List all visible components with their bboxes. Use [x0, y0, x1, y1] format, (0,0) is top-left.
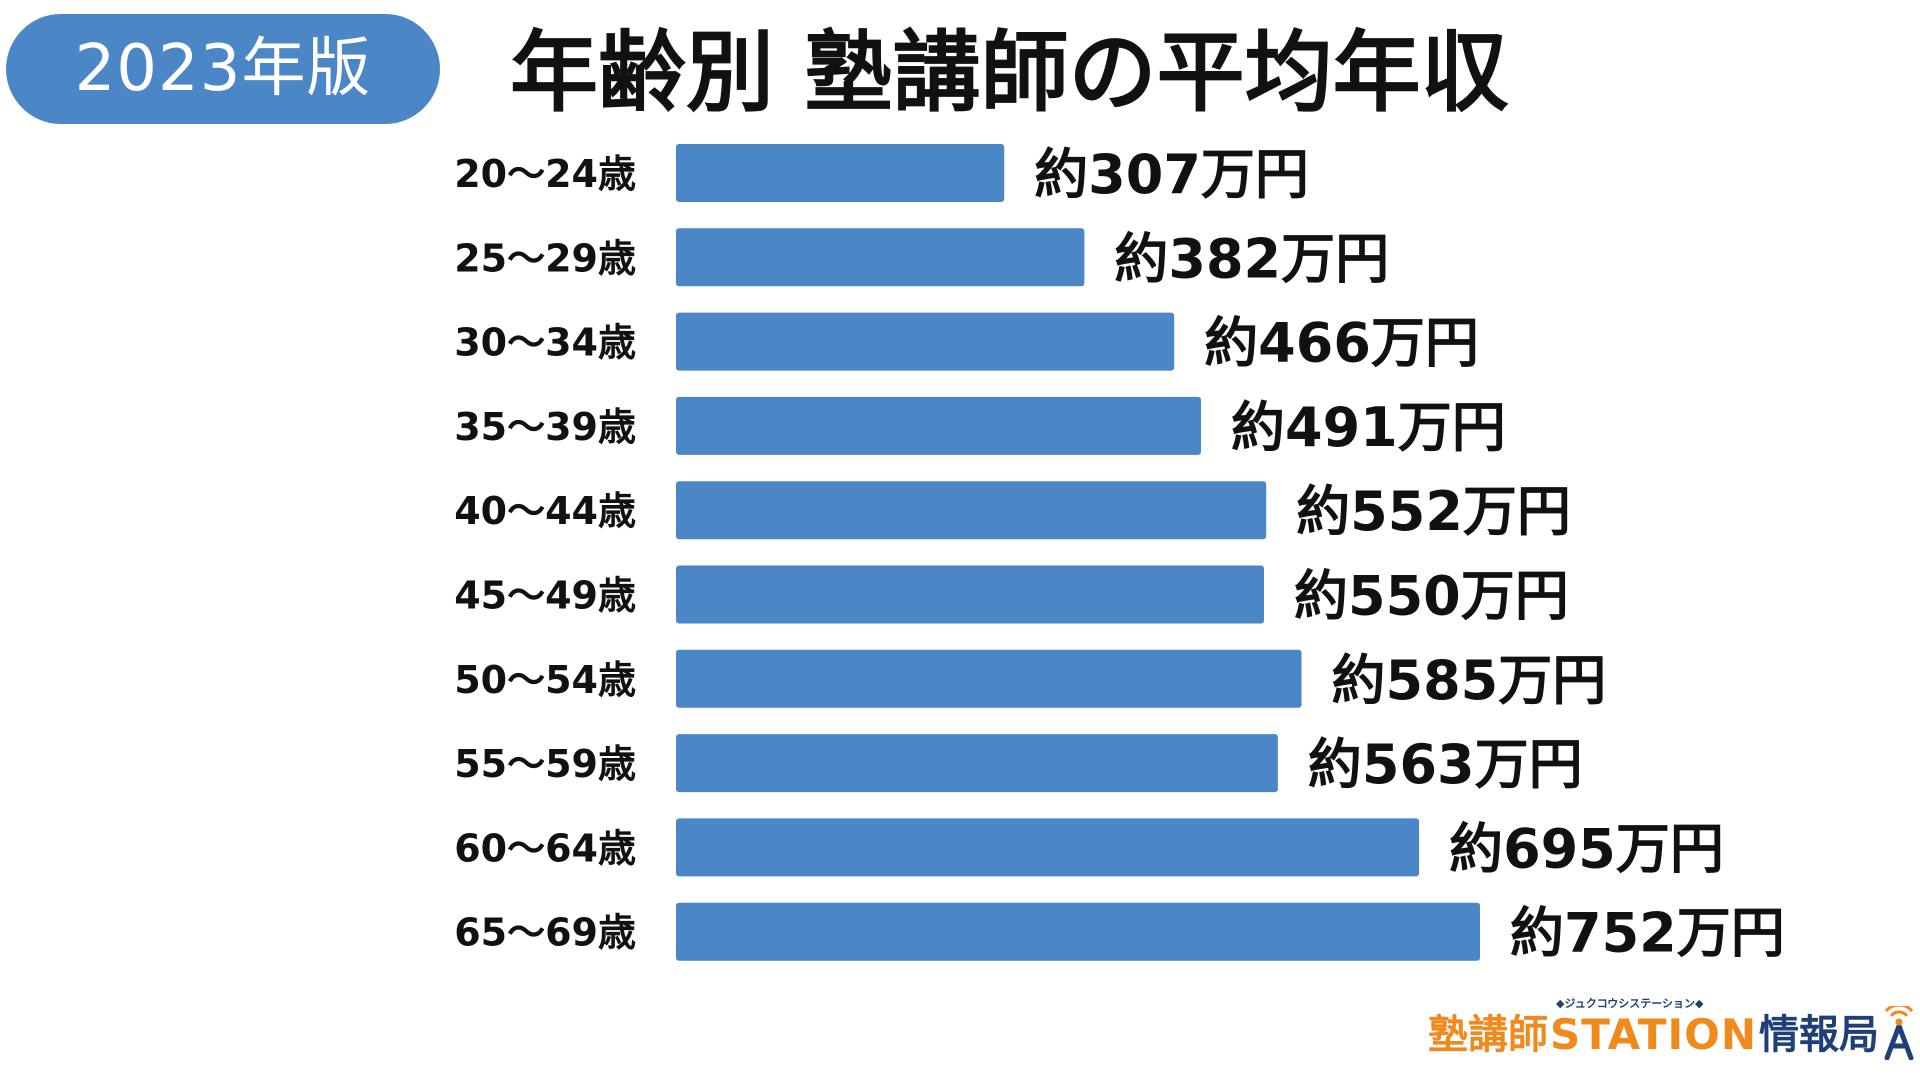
- category-label: 20〜24歳: [454, 152, 636, 196]
- category-label: 55〜59歳: [454, 742, 636, 786]
- value-label: 約550万円: [1294, 565, 1569, 628]
- antenna-icon: [1884, 1006, 1914, 1060]
- bar: [676, 902, 1480, 961]
- bar: [676, 312, 1175, 371]
- year-badge: 2023年版: [6, 14, 440, 124]
- value-label: 約466万円: [1204, 312, 1479, 375]
- logo-text-juku: 塾講師: [1428, 1012, 1548, 1058]
- bar: [676, 481, 1267, 540]
- category-label: 50〜54歳: [454, 658, 636, 702]
- chart-title: 年齢別 塾講師の平均年収: [510, 21, 1509, 124]
- bar: [676, 818, 1420, 877]
- value-label: 約491万円: [1231, 396, 1506, 459]
- logo-text-station: ◆ジュクコウシステーション◆ STATION: [1550, 998, 1758, 1060]
- bar: [676, 396, 1201, 455]
- category-label: 25〜29歳: [454, 236, 636, 280]
- value-label: 約695万円: [1449, 817, 1724, 880]
- category-label: 65〜69歳: [454, 911, 636, 955]
- bar: [676, 734, 1278, 793]
- value-label: 約585万円: [1332, 649, 1607, 712]
- category-label: 30〜34歳: [454, 321, 636, 365]
- bar: [676, 649, 1302, 708]
- category-label: 60〜64歳: [454, 826, 636, 870]
- category-label: 45〜49歳: [454, 574, 636, 618]
- value-label: 約552万円: [1296, 480, 1571, 543]
- value-label: 約752万円: [1510, 902, 1785, 965]
- value-label: 約563万円: [1308, 733, 1583, 796]
- value-label: 約382万円: [1114, 227, 1389, 290]
- logo-station-word: STATION: [1550, 1010, 1758, 1059]
- bar: [676, 565, 1264, 624]
- bar: [676, 144, 1005, 202]
- brand-logo: 塾講師 ◆ジュクコウシステーション◆ STATION 情報局: [1428, 990, 1917, 1060]
- value-label: 約307万円: [1034, 143, 1309, 206]
- bar: [676, 228, 1085, 287]
- logo-kana-reading: ◆ジュクコウシステーション◆: [1556, 997, 1704, 1010]
- category-label: 35〜39歳: [454, 405, 636, 449]
- logo-text-info: 情報局: [1759, 1012, 1880, 1058]
- category-label: 40〜44歳: [454, 489, 636, 533]
